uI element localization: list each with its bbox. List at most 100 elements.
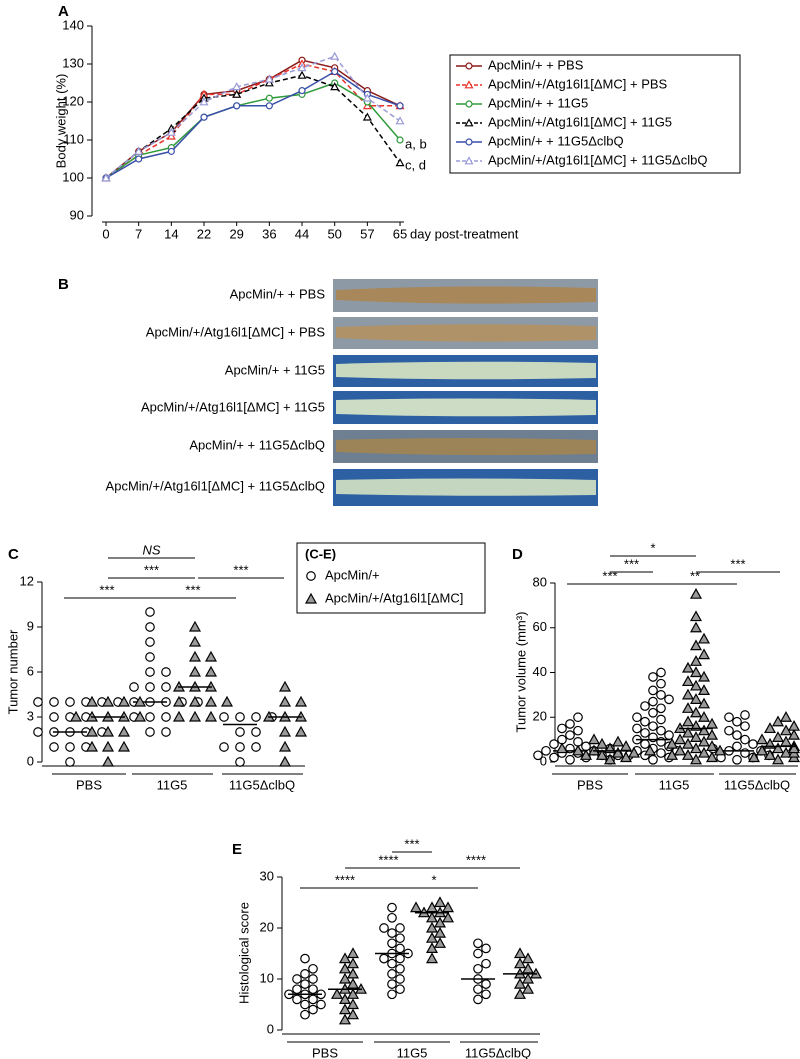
panel-letter: C xyxy=(8,546,19,563)
series-line xyxy=(105,55,401,179)
data-point xyxy=(188,695,202,707)
data-point xyxy=(298,87,306,95)
data-point xyxy=(294,725,308,737)
colon-tissue xyxy=(336,438,596,456)
data-point xyxy=(425,942,439,953)
data-point xyxy=(395,116,405,125)
data-point xyxy=(395,953,405,964)
y-tick-label: 0 xyxy=(27,753,34,768)
data-point xyxy=(748,739,758,749)
data-point xyxy=(161,667,171,677)
data-point xyxy=(395,933,405,944)
y-tick-label: 3 xyxy=(27,708,34,723)
data-point xyxy=(145,622,155,632)
data-point xyxy=(740,721,750,732)
data-point xyxy=(755,744,769,756)
significance-label: *** xyxy=(404,836,419,851)
data-point xyxy=(481,979,491,989)
y-axis-label: Body weight (%) xyxy=(53,74,68,169)
data-point xyxy=(387,958,397,969)
data-point xyxy=(656,714,666,725)
row-label: ApcMin/+ + PBS xyxy=(230,286,326,301)
data-point xyxy=(204,665,218,677)
significance-label: **** xyxy=(335,872,355,887)
data-point xyxy=(188,665,202,677)
data-point xyxy=(643,744,657,756)
data-point xyxy=(648,707,658,718)
data-point xyxy=(204,695,218,707)
data-point xyxy=(549,752,559,763)
data-point xyxy=(689,655,703,666)
data-point xyxy=(133,710,147,722)
data-point xyxy=(292,984,302,995)
series-line xyxy=(105,74,401,179)
x-tick-label: 57 xyxy=(360,226,374,241)
y-tick-label: 80 xyxy=(533,574,547,589)
data-point xyxy=(513,947,527,959)
y-axis-label: Tumor number xyxy=(5,629,20,714)
data-point xyxy=(656,690,666,700)
data-point xyxy=(409,901,423,913)
data-point xyxy=(425,931,439,943)
data-point xyxy=(220,695,234,707)
data-point xyxy=(235,757,245,767)
data-point xyxy=(278,680,292,692)
data-point xyxy=(573,725,583,736)
significance-label: NS xyxy=(142,542,160,557)
significance-label: *** xyxy=(99,582,114,597)
data-point xyxy=(292,994,302,1005)
x-tick-label: 50 xyxy=(327,226,341,241)
y-tick-label: 140 xyxy=(62,17,84,32)
data-point xyxy=(395,974,405,984)
legend-label: ApcMin/+/Atg16l1[ΔMC] + PBS xyxy=(488,76,668,91)
data-point xyxy=(713,744,727,756)
data-point xyxy=(640,739,650,749)
row-label: ApcMin/+ + 11G5 xyxy=(225,362,325,377)
data-point xyxy=(166,131,176,140)
data-point xyxy=(656,678,666,689)
legend-marker xyxy=(465,62,473,70)
legend-box xyxy=(296,542,486,614)
data-point xyxy=(740,710,750,720)
data-point xyxy=(145,652,155,662)
data-point xyxy=(681,702,695,713)
data-point xyxy=(308,974,318,984)
data-point xyxy=(362,112,372,121)
data-point xyxy=(648,721,658,732)
y-axis-label: Histological score xyxy=(236,902,251,1004)
data-point xyxy=(387,912,397,923)
data-point xyxy=(473,994,483,1005)
data-point xyxy=(573,712,583,723)
data-point xyxy=(656,703,666,714)
data-point xyxy=(172,695,186,707)
data-point xyxy=(648,672,658,682)
significance-label: ** xyxy=(690,568,700,583)
data-point xyxy=(331,68,339,76)
data-point xyxy=(549,739,559,749)
legend-marker xyxy=(464,156,474,165)
data-point xyxy=(425,952,439,964)
data-point xyxy=(85,725,99,737)
data-point xyxy=(330,51,340,60)
data-point xyxy=(33,727,43,737)
data-point xyxy=(85,740,99,752)
data-point xyxy=(101,725,115,737)
x-tick-label: 22 xyxy=(197,226,211,241)
y-tick-label: 120 xyxy=(62,93,84,108)
data-point xyxy=(188,620,202,632)
data-point xyxy=(632,723,642,734)
data-point xyxy=(740,734,750,745)
data-point xyxy=(145,637,155,647)
data-point xyxy=(161,682,171,692)
data-point xyxy=(278,695,292,707)
data-point xyxy=(681,661,695,673)
data-point xyxy=(294,695,308,707)
legend-marker xyxy=(306,571,316,581)
data-point xyxy=(251,712,261,722)
panel-letter: E xyxy=(232,841,242,858)
data-point xyxy=(664,694,674,705)
legend-label: ApcMin/+/Atg16l1[ΔMC] + 11G5ΔclbQ xyxy=(488,152,707,167)
data-point xyxy=(292,974,302,984)
colon-tissue xyxy=(336,478,596,496)
